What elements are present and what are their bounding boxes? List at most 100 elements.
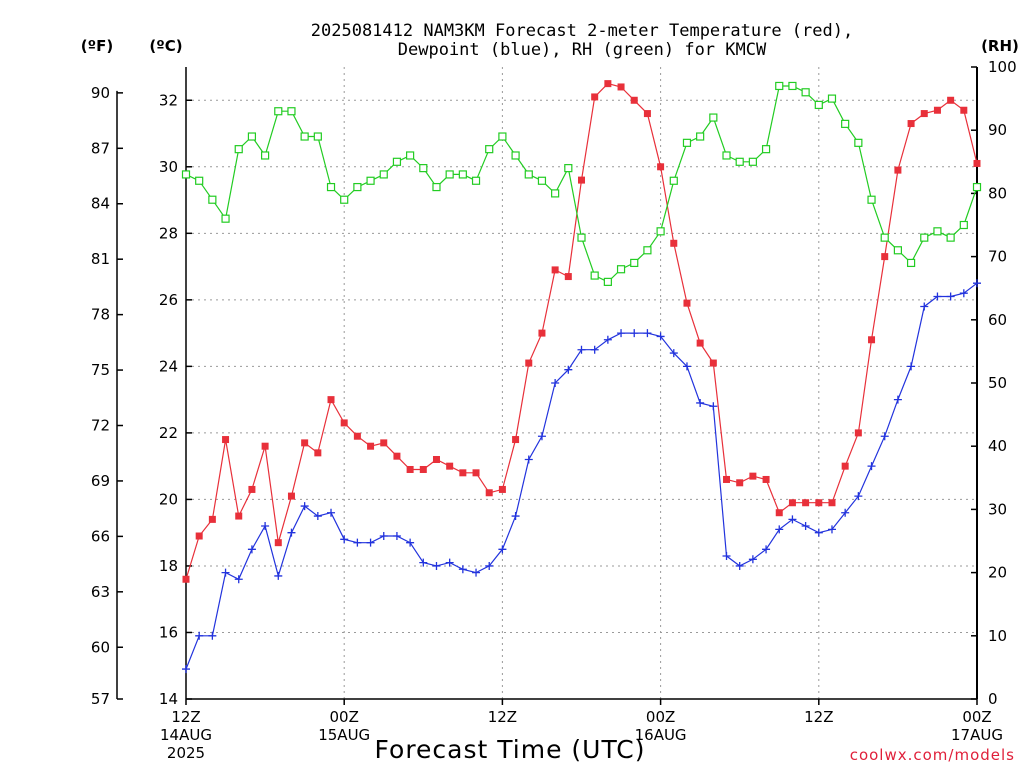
- dewpoint-point: [735, 561, 744, 570]
- x-axis-title: Forecast Time (UTC): [375, 735, 646, 764]
- rh-point: [722, 151, 731, 160]
- fahrenheit-tick-label: 60: [91, 638, 110, 656]
- temperature-point: [907, 120, 915, 128]
- celsius-tick-label: 32: [159, 91, 178, 109]
- dewpoint-point: [221, 568, 230, 577]
- temperature-point: [868, 336, 876, 344]
- dewpoint-point: [287, 528, 296, 537]
- temperature-point: [762, 475, 770, 483]
- temperature-point: [182, 575, 190, 583]
- temperature-point: [432, 456, 440, 464]
- dewpoint-point: [406, 538, 415, 547]
- rh-point: [471, 176, 481, 185]
- dewpoint-point: [748, 555, 757, 564]
- rh-point: [775, 81, 784, 91]
- dewpoint-point: [920, 302, 929, 311]
- x-tick-label: 00Z: [330, 708, 359, 726]
- fahrenheit-tick-label: 81: [91, 250, 110, 268]
- temperature-point: [960, 106, 968, 114]
- rh-point: [524, 170, 533, 179]
- temperature-point: [327, 396, 335, 404]
- temperature-point: [749, 472, 757, 480]
- celsius-tick-label: 26: [159, 291, 178, 309]
- temperature-point: [630, 96, 638, 104]
- fahrenheit-tick-label: 75: [91, 361, 110, 379]
- rh-point: [959, 220, 968, 230]
- fahrenheit-tick-label: 90: [91, 84, 110, 102]
- dewpoint-point: [445, 558, 454, 567]
- rh-point: [603, 277, 612, 286]
- temperature-point: [419, 465, 427, 473]
- rh-point: [696, 132, 705, 141]
- rh-point: [748, 157, 757, 166]
- rh-point: [682, 138, 692, 147]
- rh-point: [406, 151, 415, 160]
- temperature-point: [696, 339, 704, 347]
- temperature-point: [551, 266, 559, 274]
- temperature-point: [380, 439, 388, 447]
- rh-point: [445, 170, 454, 179]
- dewpoint-point: [656, 332, 665, 341]
- dewpoint-point: [841, 508, 850, 517]
- rh-point: [313, 132, 322, 141]
- dewpoint-point: [696, 398, 705, 407]
- rh-point: [498, 132, 507, 141]
- dewpoint-point: [801, 522, 810, 531]
- dewpoint-point: [893, 395, 902, 404]
- rh-tick-label: 10: [988, 627, 1007, 645]
- rh-point: [274, 107, 283, 116]
- fahrenheit-unit-label: (ºF): [81, 37, 113, 55]
- rh-point: [287, 107, 296, 116]
- rh-tick-label: 100: [988, 58, 1017, 76]
- series-temperature: [182, 80, 981, 583]
- fahrenheit-tick-label: 66: [91, 527, 110, 545]
- rh-point: [656, 227, 665, 236]
- temperature-point: [459, 469, 467, 477]
- temperature-point: [393, 452, 401, 460]
- dewpoint-point: [353, 538, 362, 547]
- temperature-point: [498, 485, 506, 493]
- fahrenheit-tick-label: 84: [91, 195, 110, 213]
- rh-point: [366, 176, 375, 185]
- temperature-point: [933, 106, 941, 114]
- celsius-tick-label: 20: [159, 490, 178, 508]
- rh-point: [247, 132, 257, 141]
- rh-point: [195, 176, 204, 185]
- temperature-point: [564, 273, 572, 281]
- rh-point: [801, 88, 810, 97]
- chart-title-line-2: Dewpoint (blue), RH (green) for KMCW: [398, 40, 767, 60]
- dewpoint-point: [300, 502, 309, 511]
- celsius-tick-label: 24: [159, 357, 178, 375]
- fahrenheit-tick-label: 72: [91, 417, 110, 435]
- dewpoint-point: [643, 329, 652, 338]
- rh-point: [392, 157, 402, 166]
- temperature-point: [802, 499, 810, 507]
- dewpoint-point: [603, 335, 612, 344]
- temperature-point: [973, 159, 981, 167]
- temperature-point: [709, 359, 717, 367]
- temperature-point: [920, 110, 928, 118]
- rh-point: [419, 164, 428, 173]
- x-tick-label: 00Z: [646, 708, 675, 726]
- rh-point: [841, 119, 850, 128]
- rh-point: [537, 176, 547, 185]
- rh-point: [300, 132, 309, 141]
- rh-point: [261, 151, 270, 160]
- rh-point: [551, 189, 560, 198]
- dewpoint-point: [946, 292, 955, 301]
- fahrenheit-tick-label: 87: [91, 139, 110, 157]
- dewpoint-point: [419, 558, 428, 567]
- grid-lines: [185, 67, 978, 700]
- rh-point: [564, 164, 573, 173]
- rh-point: [616, 265, 626, 274]
- dewpoint-point: [340, 535, 349, 544]
- dewpoint-point: [564, 365, 573, 374]
- x-tick-label: 12Z: [171, 708, 200, 726]
- temperature-point: [617, 83, 625, 91]
- rh-point: [814, 100, 823, 110]
- dewpoint-point: [366, 538, 375, 547]
- temperature-point: [947, 96, 955, 104]
- temperature-point: [274, 539, 282, 547]
- temperature-point: [406, 465, 414, 473]
